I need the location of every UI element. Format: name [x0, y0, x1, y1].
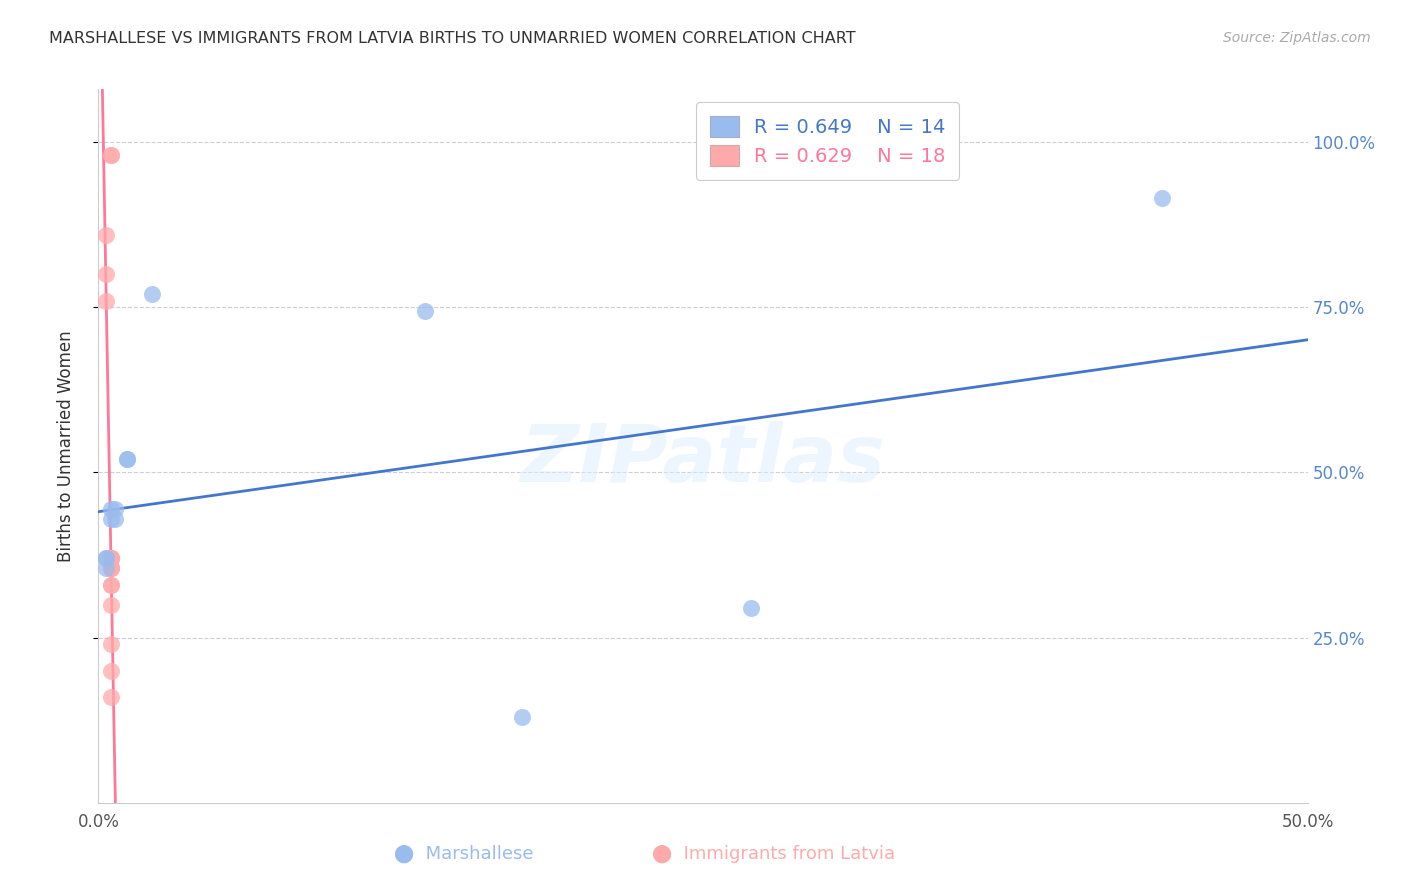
Point	[100, 598, 122, 612]
Point	[100, 664, 122, 678]
Point	[100, 578, 122, 592]
Point	[141, 287, 163, 301]
Point	[413, 303, 436, 318]
Point	[94, 293, 117, 308]
Point	[510, 710, 533, 724]
Point	[117, 452, 139, 467]
Text: ZIPatlas: ZIPatlas	[520, 421, 886, 500]
Point	[100, 148, 122, 162]
Point	[100, 578, 122, 592]
Point	[100, 511, 122, 525]
Point	[100, 551, 122, 566]
Point	[1152, 191, 1174, 205]
Point	[100, 561, 122, 575]
Text: Source: ZipAtlas.com: Source: ZipAtlas.com	[1223, 31, 1371, 45]
Legend: R = 0.649    N = 14, R = 0.629    N = 18: R = 0.649 N = 14, R = 0.629 N = 18	[696, 103, 959, 180]
Point	[100, 637, 122, 651]
Text: ⬤  Immigrants from Latvia: ⬤ Immigrants from Latvia	[652, 845, 894, 863]
Point	[100, 551, 122, 566]
Point	[104, 511, 127, 525]
Point	[104, 501, 127, 516]
Point	[740, 600, 762, 615]
Point	[94, 551, 117, 566]
Point	[94, 267, 117, 281]
Point	[100, 148, 122, 162]
Point	[100, 551, 122, 566]
Text: ⬤  Marshallese: ⬤ Marshallese	[394, 845, 534, 863]
Point	[94, 551, 117, 566]
Point	[100, 551, 122, 566]
Point	[94, 561, 117, 575]
Point	[117, 452, 139, 467]
Point	[100, 501, 122, 516]
Point	[100, 561, 122, 575]
Y-axis label: Births to Unmarried Women: Births to Unmarried Women	[56, 330, 75, 562]
Point	[100, 690, 122, 704]
Point	[94, 227, 117, 242]
Point	[100, 561, 122, 575]
Text: MARSHALLESE VS IMMIGRANTS FROM LATVIA BIRTHS TO UNMARRIED WOMEN CORRELATION CHAR: MARSHALLESE VS IMMIGRANTS FROM LATVIA BI…	[49, 31, 856, 46]
